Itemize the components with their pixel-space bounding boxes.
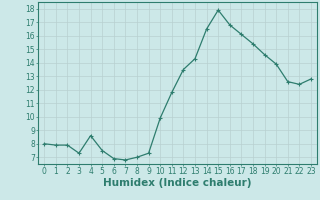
X-axis label: Humidex (Indice chaleur): Humidex (Indice chaleur) [103,178,252,188]
